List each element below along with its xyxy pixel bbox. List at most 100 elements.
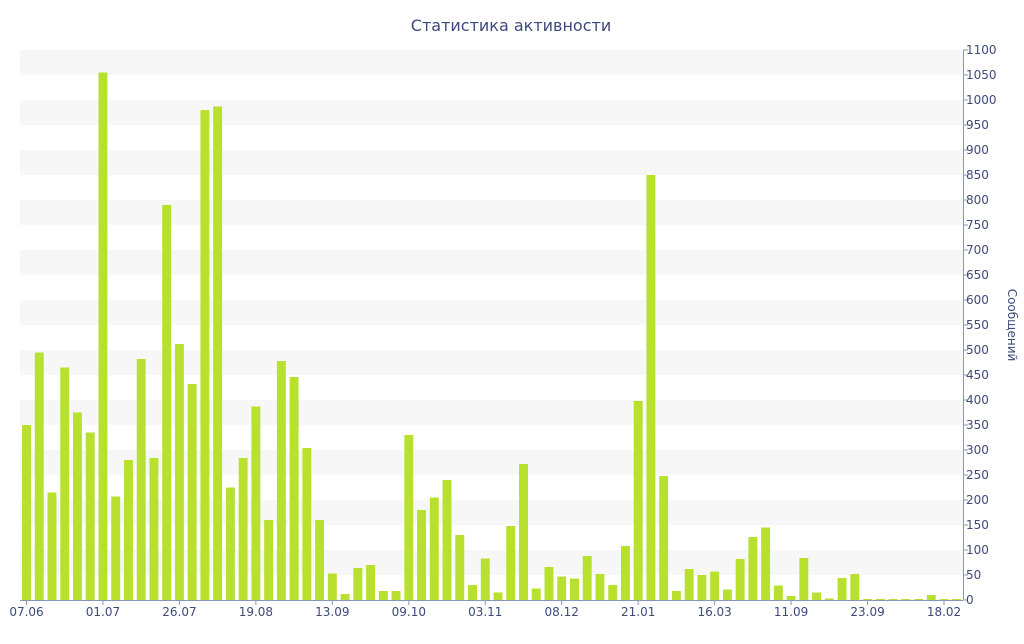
y-tick-label: 550: [966, 318, 989, 332]
bar: [582, 556, 592, 600]
x-tick-label: 11.09: [774, 605, 808, 619]
x-tick-label: 01.07: [86, 605, 120, 619]
bar: [111, 496, 121, 600]
bar: [213, 106, 223, 600]
bar: [684, 569, 694, 600]
bar: [200, 110, 210, 600]
bar: [289, 377, 299, 600]
bar: [608, 585, 618, 600]
x-axis: 07.06 01.07 26.07 19.08 13.09 09.10 03.11 08.12…: [9, 600, 963, 619]
bar: [366, 565, 376, 600]
bar: [659, 476, 669, 600]
bar: [149, 458, 159, 600]
bar: [519, 464, 528, 600]
bar: [926, 595, 936, 600]
bar: [136, 359, 146, 600]
bar: [812, 592, 822, 600]
x-tick-label: 08.12: [545, 605, 579, 619]
y-tick-label: 0: [966, 593, 974, 607]
bar: [468, 585, 477, 600]
y-tick-label: 650: [966, 268, 989, 282]
bar: [47, 492, 57, 600]
bar: [378, 591, 388, 600]
x-tick-label: 21.01: [621, 605, 655, 619]
bar: [863, 599, 873, 600]
y-tick-label: 350: [966, 418, 989, 432]
x-tick-label: 07.06: [9, 605, 43, 619]
bar: [952, 599, 962, 600]
bar: [569, 578, 579, 600]
bar: [98, 72, 108, 600]
grid-band: [20, 100, 963, 125]
bar: [340, 594, 350, 600]
bar: [697, 575, 707, 600]
bar: [506, 526, 516, 600]
grid-band: [20, 300, 963, 325]
y-tick-label: 800: [966, 193, 989, 207]
grid-band: [20, 250, 963, 275]
bar: [761, 527, 771, 600]
grid-band: [20, 500, 963, 525]
bar: [837, 578, 847, 600]
bar: [315, 520, 325, 600]
bar: [850, 574, 860, 600]
y-tick-label: 250: [966, 468, 989, 482]
bar: [225, 487, 235, 600]
y-tick-label: 600: [966, 293, 989, 307]
x-tick-label: 23.09: [850, 605, 884, 619]
bar: [620, 546, 630, 600]
bar: [442, 480, 452, 600]
x-tick-label: 09.10: [392, 605, 426, 619]
y-tick-label: 50: [966, 568, 981, 582]
bar: [646, 175, 656, 600]
y-tick-label: 100: [966, 543, 989, 557]
bar: [123, 460, 133, 600]
bar: [302, 448, 312, 600]
bar: [557, 576, 567, 600]
bar: [939, 599, 949, 600]
bar: [276, 361, 286, 600]
y-tick-label: 750: [966, 218, 989, 232]
bars: [22, 72, 962, 600]
y-tick-label: 150: [966, 518, 989, 532]
bar: [773, 585, 783, 600]
grid-band: [20, 450, 963, 475]
chart-title: Статистика активности: [411, 16, 611, 35]
bar: [264, 520, 274, 600]
x-tick-label: 18.02: [927, 605, 961, 619]
grid-band: [20, 50, 963, 75]
bar: [480, 558, 490, 600]
y-tick-label: 850: [966, 168, 989, 182]
bar: [531, 588, 541, 600]
y-tick-label: 950: [966, 118, 989, 132]
bar: [327, 573, 337, 600]
grid-band: [20, 150, 963, 175]
x-tick-label: 16.03: [697, 605, 731, 619]
bar: [34, 352, 44, 600]
x-tick-label: 03.11: [468, 605, 502, 619]
x-tick-label: 13.09: [315, 605, 349, 619]
bar: [73, 412, 82, 600]
bar: [595, 574, 605, 600]
y-tick-label: 700: [966, 243, 989, 257]
bar: [187, 384, 197, 600]
bar: [901, 599, 911, 600]
grid-band: [20, 550, 963, 575]
x-tick-label: 19.08: [239, 605, 273, 619]
bar: [544, 567, 554, 600]
y-axis: 0 50 100 150 200 250 300 350 400 450 500 550 600 650 7…: [963, 43, 997, 607]
bar: [671, 591, 681, 600]
grid-band: [20, 350, 963, 375]
grid-band: [20, 200, 963, 225]
bar: [888, 599, 898, 600]
bar: [722, 589, 732, 600]
bar: [238, 458, 248, 600]
x-tick-label: 26.07: [162, 605, 196, 619]
y-axis-label: Сообщений: [1005, 289, 1019, 362]
y-tick-label: 500: [966, 343, 989, 357]
bar: [162, 205, 172, 600]
bar: [85, 432, 95, 600]
bar: [914, 599, 923, 600]
bar: [735, 559, 745, 600]
